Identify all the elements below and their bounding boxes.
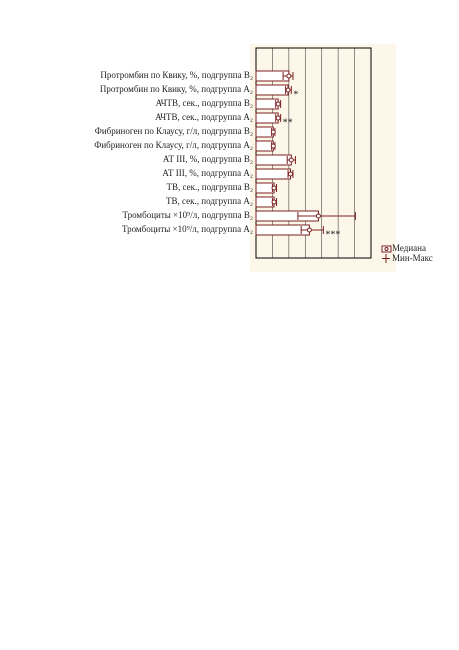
- category-label: Протромбин по Квику, %, подгруппа A₂: [100, 84, 253, 94]
- median-marker: [288, 157, 294, 163]
- median-marker: [271, 185, 277, 191]
- bar: [255, 126, 274, 138]
- median-marker: [275, 115, 281, 121]
- legend-swatch-marker: [384, 247, 389, 251]
- bar: [255, 112, 279, 124]
- category-label: Фибриноген по Клаусу, г/л, подгруппа B₂: [95, 126, 253, 136]
- median-marker: [286, 73, 292, 79]
- bar: [255, 140, 274, 152]
- significance-annotation: ***: [325, 229, 340, 240]
- median-marker: [270, 129, 276, 135]
- median-marker: [315, 213, 321, 219]
- category-label: Фибриноген по Клаусу, г/л, подгруппа A₂: [94, 140, 253, 150]
- category-label: АТ III, %, подгруппа B₂: [163, 154, 253, 164]
- significance-annotation: *: [293, 89, 298, 100]
- category-label: АЧТВ, сек., подгруппа B₂: [156, 98, 253, 108]
- category-label: Протромбин по Квику, %, подгруппа B₂: [100, 70, 253, 80]
- bar: [255, 98, 279, 110]
- median-marker: [270, 143, 276, 149]
- category-label: АТ III, %, подгруппа A₂: [162, 168, 253, 178]
- bar: [255, 196, 275, 208]
- bar: [255, 168, 291, 180]
- category-label: ТВ, сек., подгруппа B₂: [167, 182, 253, 192]
- category-label: Тромбоциты ×10⁹/л, подгруппа A₂: [122, 224, 253, 234]
- category-label: ТВ, сек., подгруппа A₂: [166, 196, 253, 206]
- bar: [255, 182, 275, 194]
- bar: [255, 154, 292, 166]
- category-label: Тромбоциты ×10⁹/л, подгруппа B₂: [122, 210, 253, 220]
- legend-label: Мин-Макс: [392, 253, 433, 263]
- significance-annotation: **: [283, 117, 293, 128]
- legend-label: Медиана: [392, 243, 426, 253]
- median-marker: [275, 101, 281, 107]
- median-marker: [306, 227, 312, 233]
- plot-frame: [255, 47, 372, 259]
- bar: [255, 84, 289, 96]
- median-marker: [288, 171, 293, 177]
- median-marker: [285, 87, 291, 93]
- median-marker: [271, 199, 277, 205]
- category-label: АЧТВ, сек., подгруппа A₂: [155, 112, 253, 122]
